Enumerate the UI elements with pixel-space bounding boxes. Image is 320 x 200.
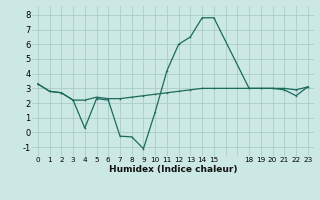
X-axis label: Humidex (Indice chaleur): Humidex (Indice chaleur): [108, 165, 237, 174]
